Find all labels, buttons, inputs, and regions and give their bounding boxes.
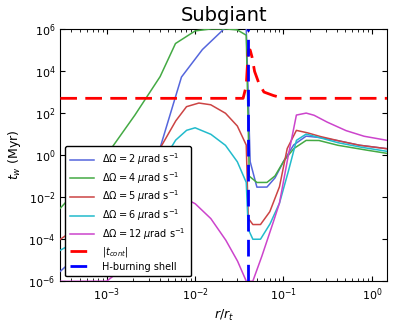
$\Delta\Omega = 4$ $\mu$rad s$^{-1}$	[208, 27, 213, 31]
$\Delta\Omega = 12$ $\mu$rad s$^{-1}$	[375, 137, 380, 140]
H-burning shell	[246, 153, 251, 157]
$|t_{cont}|$	[385, 96, 390, 100]
$\Delta\Omega = 2$ $\mu$rad s$^{-1}$	[385, 147, 390, 151]
$|t_{cont}|$	[296, 96, 300, 100]
$\Delta\Omega = 12$ $\mu$rad s$^{-1}$	[296, 113, 300, 117]
$\Delta\Omega = 4$ $\mu$rad s$^{-1}$	[213, 27, 218, 31]
$\Delta\Omega = 6$ $\mu$rad s$^{-1}$	[375, 148, 380, 152]
$\Delta\Omega = 2$ $\mu$rad s$^{-1}$	[359, 143, 364, 147]
$\Delta\Omega = 12$ $\mu$rad s$^{-1}$	[58, 279, 62, 283]
$\Delta\Omega = 12$ $\mu$rad s$^{-1}$	[385, 139, 390, 142]
$|t_{cont}|$	[58, 96, 62, 100]
$\Delta\Omega = 6$ $\mu$rad s$^{-1}$	[296, 137, 300, 141]
$\Delta\Omega = 4$ $\mu$rad s$^{-1}$	[198, 28, 203, 32]
$\Delta\Omega = 12$ $\mu$rad s$^{-1}$	[198, 207, 203, 211]
$\Delta\Omega = 4$ $\mu$rad s$^{-1}$	[296, 144, 300, 148]
Y-axis label: $t_w$ (Myr): $t_w$ (Myr)	[6, 130, 22, 180]
Line: $\Delta\Omega = 6$ $\mu$rad s$^{-1}$: $\Delta\Omega = 6$ $\mu$rad s$^{-1}$	[60, 128, 387, 250]
$\Delta\Omega = 5$ $\mu$rad s$^{-1}$	[385, 147, 390, 151]
Title: Subgiant: Subgiant	[180, 6, 267, 25]
$\Delta\Omega = 6$ $\mu$rad s$^{-1}$	[213, 136, 218, 140]
$\Delta\Omega = 4$ $\mu$rad s$^{-1}$	[359, 147, 364, 151]
$\Delta\Omega = 2$ $\mu$rad s$^{-1}$	[237, 12, 242, 16]
Line: $\Delta\Omega = 4$ $\mu$rad s$^{-1}$: $\Delta\Omega = 4$ $\mu$rad s$^{-1}$	[60, 29, 387, 208]
$\Delta\Omega = 2$ $\mu$rad s$^{-1}$	[213, 35, 218, 39]
$\Delta\Omega = 5$ $\mu$rad s$^{-1}$	[296, 129, 300, 133]
$\Delta\Omega = 2$ $\mu$rad s$^{-1}$	[58, 269, 62, 273]
$\Delta\Omega = 6$ $\mu$rad s$^{-1}$	[193, 126, 197, 130]
Line: $\Delta\Omega = 2$ $\mu$rad s$^{-1}$: $\Delta\Omega = 2$ $\mu$rad s$^{-1}$	[60, 14, 387, 271]
$\Delta\Omega = 5$ $\mu$rad s$^{-1}$	[195, 101, 200, 105]
$\Delta\Omega = 5$ $\mu$rad s$^{-1}$	[196, 101, 201, 105]
Line: $|t_{cont}|$: $|t_{cont}|$	[60, 50, 387, 98]
$\Delta\Omega = 4$ $\mu$rad s$^{-1}$	[195, 29, 200, 33]
$|t_{cont}|$	[246, 48, 251, 52]
$\Delta\Omega = 2$ $\mu$rad s$^{-1}$	[195, 54, 200, 58]
$\Delta\Omega = 4$ $\mu$rad s$^{-1}$	[375, 150, 380, 154]
X-axis label: $r/r_t$: $r/r_t$	[214, 308, 234, 323]
Legend: $\Delta\Omega = 2$ $\mu$rad s$^{-1}$, $\Delta\Omega = 4$ $\mu$rad s$^{-1}$, $\De: $\Delta\Omega = 2$ $\mu$rad s$^{-1}$, $\…	[65, 146, 191, 276]
$|t_{cont}|$	[195, 96, 200, 100]
Line: $\Delta\Omega = 5$ $\mu$rad s$^{-1}$: $\Delta\Omega = 5$ $\mu$rad s$^{-1}$	[60, 103, 387, 239]
$\Delta\Omega = 2$ $\mu$rad s$^{-1}$	[198, 50, 203, 54]
$\Delta\Omega = 5$ $\mu$rad s$^{-1}$	[198, 101, 203, 105]
$\Delta\Omega = 5$ $\mu$rad s$^{-1}$	[359, 143, 364, 147]
$\Delta\Omega = 6$ $\mu$rad s$^{-1}$	[195, 127, 200, 131]
$\Delta\Omega = 2$ $\mu$rad s$^{-1}$	[375, 145, 380, 149]
$|t_{cont}|$	[375, 96, 380, 100]
$\Delta\Omega = 12$ $\mu$rad s$^{-1}$	[213, 224, 218, 228]
$\Delta\Omega = 12$ $\mu$rad s$^{-1}$	[195, 204, 200, 208]
$\Delta\Omega = 6$ $\mu$rad s$^{-1}$	[58, 248, 62, 252]
$\Delta\Omega = 6$ $\mu$rad s$^{-1}$	[385, 149, 390, 153]
$\Delta\Omega = 12$ $\mu$rad s$^{-1}$	[359, 134, 364, 138]
$\Delta\Omega = 5$ $\mu$rad s$^{-1}$	[213, 106, 218, 110]
$\Delta\Omega = 6$ $\mu$rad s$^{-1}$	[198, 128, 203, 132]
$\Delta\Omega = 12$ $\mu$rad s$^{-1}$	[304, 111, 309, 115]
$|t_{cont}|$	[359, 96, 364, 100]
$|t_{cont}|$	[213, 96, 218, 100]
$\Delta\Omega = 5$ $\mu$rad s$^{-1}$	[58, 237, 62, 241]
$\Delta\Omega = 4$ $\mu$rad s$^{-1}$	[58, 206, 62, 210]
$\Delta\Omega = 6$ $\mu$rad s$^{-1}$	[359, 145, 364, 149]
Line: $\Delta\Omega = 12$ $\mu$rad s$^{-1}$: $\Delta\Omega = 12$ $\mu$rad s$^{-1}$	[60, 113, 387, 281]
$|t_{cont}|$	[198, 96, 203, 100]
$\Delta\Omega = 2$ $\mu$rad s$^{-1}$	[296, 140, 300, 144]
$\Delta\Omega = 5$ $\mu$rad s$^{-1}$	[375, 145, 380, 149]
$\Delta\Omega = 4$ $\mu$rad s$^{-1}$	[385, 151, 390, 155]
